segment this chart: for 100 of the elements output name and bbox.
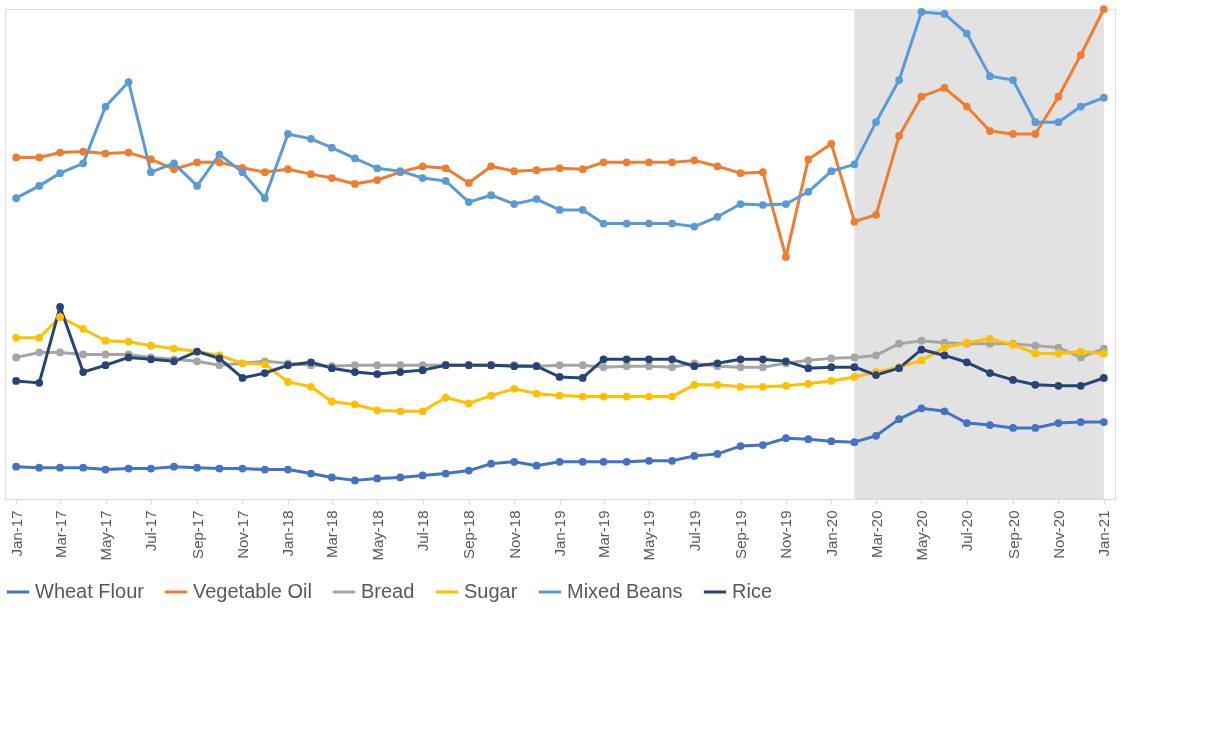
point (35, 153, 44, 162)
point (827, 377, 836, 385)
x-tick-label: Sep-19 (732, 510, 750, 559)
point (645, 362, 653, 371)
point (736, 363, 745, 372)
point (804, 379, 813, 388)
point (578, 392, 587, 401)
point (373, 370, 382, 378)
point (532, 461, 541, 470)
point (510, 167, 519, 176)
point (827, 167, 836, 176)
point (12, 353, 21, 362)
point (940, 351, 949, 360)
point (1054, 92, 1063, 101)
x-tick-label: Jan-20 (822, 510, 840, 557)
point (622, 219, 631, 228)
x-tick-label: Jan-19 (551, 510, 569, 557)
point (215, 361, 224, 370)
point (1031, 349, 1040, 358)
point (782, 434, 790, 443)
point (758, 363, 767, 372)
point (940, 343, 949, 352)
point (215, 150, 224, 159)
point (487, 191, 496, 200)
point (351, 400, 359, 409)
point (645, 456, 653, 465)
point (396, 368, 405, 376)
point (307, 469, 315, 478)
point (532, 195, 541, 203)
point (758, 382, 767, 391)
x-tick-label: Mar-20 (867, 510, 885, 559)
point (284, 130, 292, 138)
point (124, 148, 133, 157)
point (373, 164, 382, 173)
point (622, 355, 631, 364)
x-tick-label: Jul-20 (958, 510, 976, 552)
point (782, 200, 790, 208)
point (12, 153, 21, 162)
point (79, 159, 88, 168)
point (690, 156, 699, 165)
point (736, 169, 745, 178)
x-tick-label: May-19 (640, 510, 658, 561)
point (147, 341, 155, 350)
point (464, 399, 473, 408)
point (418, 471, 427, 480)
point (1054, 349, 1063, 358)
point (260, 168, 269, 177)
point (713, 450, 722, 458)
point (622, 362, 631, 371)
x-tick-label: May-20 (912, 510, 930, 561)
point (79, 350, 88, 359)
point (690, 222, 699, 231)
point (917, 92, 926, 101)
point (56, 303, 64, 311)
point (351, 180, 359, 188)
point (351, 154, 359, 163)
point (1009, 424, 1017, 432)
point (441, 469, 450, 478)
legend-label: Rice (732, 580, 773, 602)
point (12, 333, 21, 342)
point (850, 373, 859, 381)
point (895, 415, 903, 423)
point (782, 253, 790, 261)
point (396, 473, 405, 482)
point (645, 392, 653, 401)
point (1031, 341, 1040, 350)
point (668, 392, 676, 401)
point (962, 358, 971, 367)
point (101, 361, 110, 370)
point (1076, 381, 1085, 390)
point (850, 217, 859, 226)
point (599, 219, 608, 228)
point (193, 357, 201, 366)
point (736, 355, 745, 364)
point (1099, 349, 1108, 358)
point (804, 155, 813, 164)
point (713, 380, 722, 389)
point (373, 176, 382, 184)
point (441, 164, 450, 173)
legend-label: Vegetable Oil (193, 580, 312, 602)
point (284, 165, 292, 174)
point (238, 464, 247, 473)
point (713, 212, 722, 221)
point (215, 464, 224, 473)
point (464, 466, 473, 475)
point (487, 459, 496, 468)
point (101, 465, 110, 474)
x-tick-label: Sep-17 (188, 510, 206, 559)
point (418, 174, 427, 182)
point (351, 361, 359, 370)
point (464, 179, 473, 187)
point (1054, 419, 1063, 427)
point (578, 165, 587, 174)
x-tick-label: Jul-19 (685, 510, 703, 552)
point (827, 354, 836, 363)
point (872, 210, 880, 219)
point (668, 355, 676, 364)
point (555, 391, 564, 400)
point (668, 363, 676, 372)
point (1076, 51, 1085, 59)
